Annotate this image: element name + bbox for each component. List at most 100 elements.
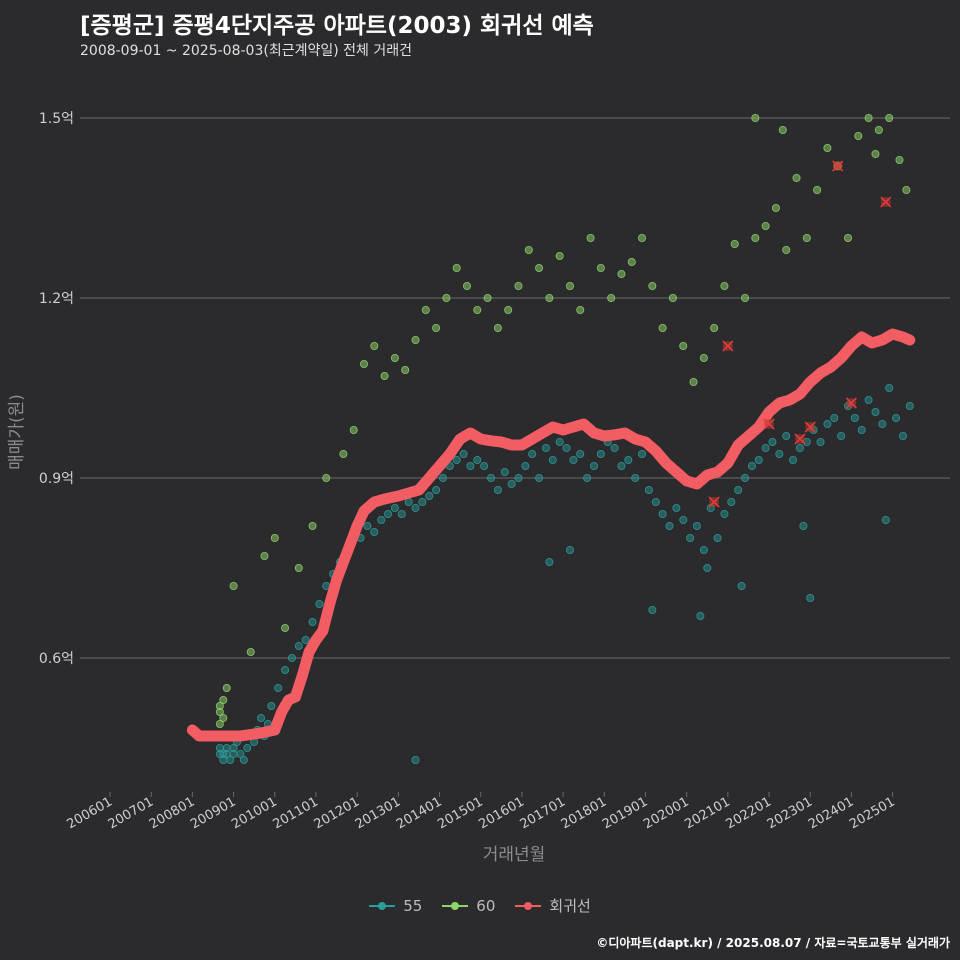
data-point — [813, 185, 822, 194]
x-tick-label: 202501 — [847, 794, 897, 832]
data-point — [651, 497, 660, 506]
data-point — [397, 509, 406, 518]
data-point — [730, 239, 739, 248]
data-point — [363, 522, 372, 531]
data-point — [483, 293, 492, 302]
data-point — [751, 114, 760, 123]
regression-line — [186, 328, 916, 742]
data-point — [442, 293, 451, 302]
data-point — [802, 233, 811, 242]
y-tick-label: 0.6억 — [39, 651, 74, 667]
x-tick-label: 201501 — [435, 794, 485, 832]
data-point — [713, 534, 722, 543]
data-point — [360, 359, 369, 368]
data-point — [792, 173, 801, 182]
data-point — [617, 461, 626, 470]
data-point — [679, 516, 688, 525]
x-tick-label: 201301 — [353, 794, 403, 832]
data-point — [432, 323, 441, 332]
data-point — [881, 516, 890, 525]
data-point — [274, 684, 283, 693]
x-tick-label: 201201 — [312, 794, 362, 832]
data-point — [301, 636, 310, 645]
data-point — [638, 449, 647, 458]
data-point — [586, 233, 595, 242]
data-point — [545, 558, 554, 567]
data-point — [384, 509, 393, 518]
data-point — [737, 582, 746, 591]
data-point — [658, 323, 667, 332]
legend: 55 60 회귀선 — [0, 895, 960, 916]
data-point — [473, 305, 482, 314]
x-tick-label: 201801 — [559, 794, 609, 832]
data-point — [226, 756, 235, 765]
chart-title: [증평군] 증평4단지주공 아파트(2003) 회귀선 예측 — [80, 13, 594, 39]
data-point — [229, 750, 238, 759]
data-point — [672, 503, 681, 512]
data-point — [679, 341, 688, 350]
data-point — [617, 269, 626, 278]
data-point — [583, 473, 592, 482]
data-point — [452, 455, 461, 464]
data-point — [555, 437, 564, 446]
data-point — [377, 516, 386, 525]
data-point — [761, 443, 770, 452]
data-point — [898, 431, 907, 440]
x-tick-label: 201401 — [394, 794, 444, 832]
data-point — [322, 473, 331, 482]
data-point — [535, 263, 544, 272]
data-point — [754, 455, 763, 464]
data-point — [892, 413, 901, 422]
y-axis-ticks: 0.6억 0.9억 1.2억 1.5억 — [39, 111, 74, 667]
data-point — [658, 509, 667, 518]
data-point — [243, 744, 252, 753]
data-point — [741, 293, 750, 302]
data-point — [686, 534, 695, 543]
data-point — [514, 281, 523, 290]
data-point — [473, 455, 482, 464]
x-tick-label: 200801 — [147, 794, 197, 832]
x-tick-label: 200601 — [65, 794, 115, 832]
data-point — [493, 485, 502, 494]
data-point — [874, 126, 883, 135]
x-tick-label: 202401 — [806, 794, 856, 832]
data-point — [459, 449, 468, 458]
data-point — [624, 455, 633, 464]
data-point — [504, 305, 513, 314]
data-point — [703, 564, 712, 573]
data-point — [438, 473, 447, 482]
data-point — [257, 714, 266, 723]
highlighted-points — [708, 160, 892, 508]
data-point — [308, 618, 317, 627]
data-point — [844, 233, 853, 242]
data-point — [871, 407, 880, 416]
highlight-x-mark — [794, 433, 806, 445]
data-point — [857, 425, 866, 434]
data-point — [610, 443, 619, 452]
data-point — [239, 756, 248, 765]
data-point — [411, 335, 420, 344]
data-point — [246, 648, 255, 657]
data-point — [885, 114, 894, 123]
data-point — [627, 257, 636, 266]
legend-label: 60 — [476, 896, 496, 915]
data-point — [270, 534, 279, 543]
data-point — [308, 522, 317, 531]
legend-key-icon — [515, 899, 542, 913]
data-point — [565, 546, 574, 555]
data-point — [782, 431, 791, 440]
data-point — [864, 114, 873, 123]
data-point — [850, 413, 859, 422]
data-point — [535, 473, 544, 482]
data-point — [370, 341, 379, 350]
data-point — [565, 281, 574, 290]
data-point — [281, 666, 290, 675]
data-point — [294, 642, 303, 651]
data-point — [720, 281, 729, 290]
data-point — [462, 281, 471, 290]
data-point — [648, 281, 657, 290]
x-tick-label: 200901 — [188, 794, 238, 832]
data-point — [219, 696, 228, 705]
data-point — [404, 497, 413, 506]
data-point — [219, 714, 228, 723]
